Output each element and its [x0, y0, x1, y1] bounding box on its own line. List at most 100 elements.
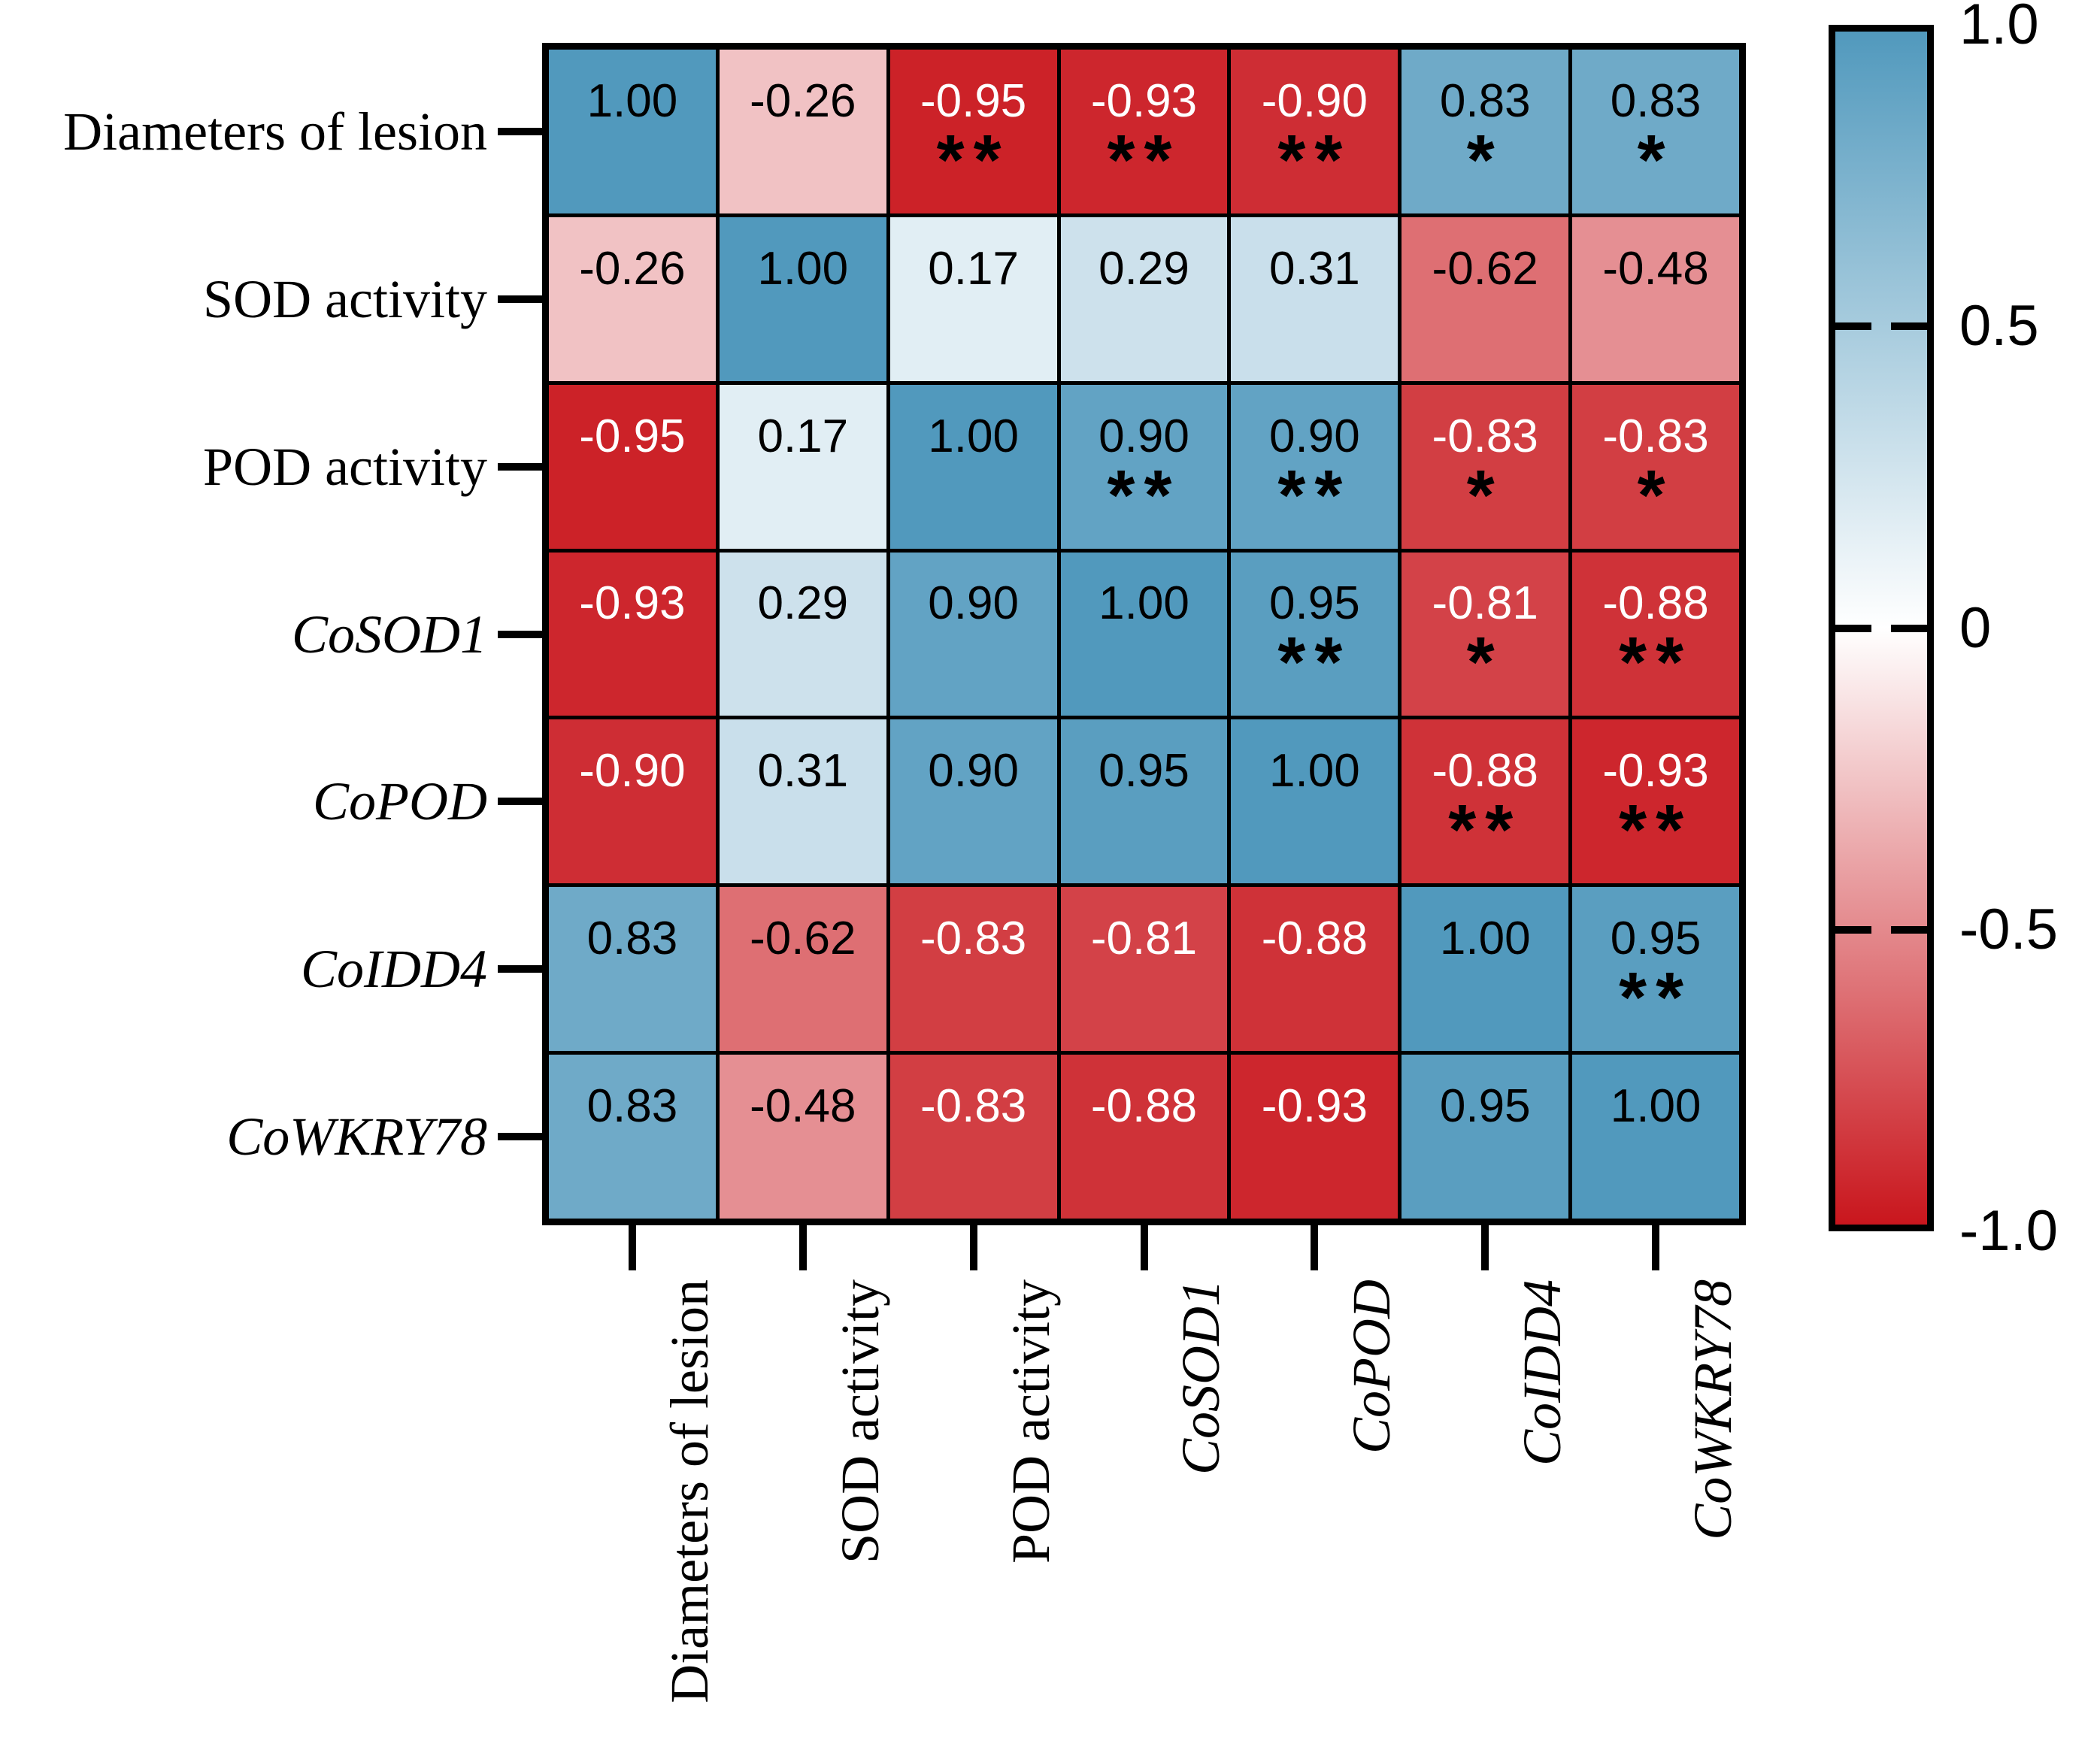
heatmap-cell: 0.90	[889, 552, 1057, 716]
colorbar-tick-mark	[1891, 925, 1927, 934]
correlation-value: 1.00	[1269, 745, 1360, 798]
colorbar-tick-mark	[1891, 322, 1927, 331]
x-axis-tick	[969, 1225, 977, 1270]
correlation-value: 0.83	[586, 1080, 678, 1133]
correlation-value: 0.95	[1098, 745, 1189, 798]
heatmap-cell: 0.90	[889, 719, 1057, 884]
correlation-value: -0.88	[1090, 1080, 1198, 1133]
significance-stars: *	[1466, 455, 1504, 535]
colorbar-tick-label: 0	[1959, 595, 1992, 660]
heatmap-cell: -0.48	[719, 1055, 886, 1219]
correlation-value: -0.26	[750, 74, 856, 127]
correlation-value: 0.31	[1269, 242, 1360, 295]
heatmap-cell: 1.00	[1402, 887, 1569, 1052]
significance-stars: **	[1277, 455, 1352, 535]
correlation-value: 0.90	[1269, 410, 1360, 462]
row-label: CoWKRY78	[226, 1107, 487, 1167]
correlation-value: -0.83	[1602, 410, 1709, 462]
correlation-value: 0.83	[1610, 74, 1702, 127]
correlation-value: -0.48	[1602, 242, 1709, 295]
correlation-value: 0.83	[586, 913, 678, 965]
significance-stars: **	[1277, 120, 1352, 200]
correlation-value: 0.17	[757, 410, 849, 462]
correlation-value: 1.00	[586, 74, 678, 127]
correlation-value: -0.83	[1432, 410, 1538, 462]
heatmap-cell: -0.83	[889, 887, 1057, 1052]
heatmap-cell: -0.83 *	[1572, 384, 1739, 549]
heatmap-cell: 0.17	[889, 216, 1057, 381]
y-axis-tick	[498, 630, 543, 638]
correlation-value: -0.95	[920, 74, 1027, 127]
colorbar-tick-label: 0.5	[1959, 294, 2039, 359]
correlation-value: 0.29	[1098, 242, 1189, 295]
x-axis-tick	[1652, 1225, 1660, 1270]
correlation-value: -0.93	[1261, 1080, 1368, 1133]
y-axis-tick	[498, 127, 543, 135]
heatmap-cell: -0.90 **	[1231, 50, 1398, 213]
heatmap-cell: -0.62	[719, 887, 886, 1052]
y-axis-tick	[498, 1133, 543, 1141]
heatmap-cell: 1.00	[1231, 719, 1398, 884]
correlation-value: 1.00	[1439, 913, 1531, 965]
heatmap-grid: 1.00 -0.26 -0.95 ** -0.93 ** -0.90 ** 0.83 * 0.83 *…	[542, 43, 1746, 1225]
heatmap-cell: 0.90 **	[1060, 384, 1228, 549]
heatmap-cell: 0.29	[1060, 216, 1228, 381]
correlation-value: -0.95	[579, 410, 686, 462]
correlation-value: 0.95	[1610, 913, 1702, 965]
y-axis-tick	[498, 295, 543, 303]
column-label: POD activity	[1000, 1279, 1061, 1564]
correlation-value: -0.93	[1090, 74, 1198, 127]
correlation-value: -0.26	[579, 242, 686, 295]
x-axis-tick	[628, 1225, 636, 1270]
significance-stars: *	[1637, 120, 1674, 200]
significance-stars: **	[1277, 622, 1352, 703]
significance-stars: **	[1619, 790, 1693, 870]
y-axis-tick	[498, 462, 543, 471]
correlation-value: 1.00	[757, 242, 849, 295]
x-axis-tick	[1481, 1225, 1489, 1270]
heatmap-cell: -0.93 **	[1572, 719, 1739, 884]
colorbar-tick-mark	[1835, 322, 1871, 331]
correlation-value: -0.62	[1432, 242, 1538, 295]
significance-stars: *	[1466, 120, 1504, 200]
heatmap-cell: -0.88	[1060, 1055, 1228, 1219]
heatmap-cell: -0.95 **	[889, 50, 1057, 213]
correlation-value: 1.00	[1610, 1080, 1702, 1133]
heatmap-cell: -0.95	[549, 384, 716, 549]
correlation-value: -0.90	[579, 745, 686, 798]
correlation-value: 0.90	[928, 745, 1019, 798]
row-label: POD activity	[203, 436, 487, 497]
column-label: CoSOD1	[1171, 1279, 1232, 1476]
correlation-value: -0.88	[1261, 913, 1368, 965]
correlation-value: 0.83	[1439, 74, 1531, 127]
column-label: Diameters of lesion	[659, 1279, 720, 1703]
heatmap-cell: -0.26	[719, 50, 886, 213]
heatmap-cell: -0.90	[549, 719, 716, 884]
significance-stars: **	[1107, 120, 1181, 200]
x-axis-tick	[1311, 1225, 1319, 1270]
correlation-value: -0.88	[1432, 745, 1538, 798]
colorbar-tick-label: -1.0	[1959, 1199, 2058, 1263]
y-axis-tick	[498, 798, 543, 806]
correlation-value: -0.83	[920, 1080, 1027, 1133]
heatmap-cell: -0.81 *	[1402, 552, 1569, 716]
correlation-value: -0.90	[1261, 74, 1368, 127]
correlation-value: 0.31	[757, 745, 849, 798]
column-label: CoIDD4	[1512, 1279, 1573, 1466]
correlation-value: 1.00	[1098, 577, 1189, 630]
heatmap-cell: -0.81	[1060, 887, 1228, 1052]
column-label: SOD activity	[829, 1279, 890, 1564]
heatmap-cell: 1.00	[719, 216, 886, 381]
heatmap-cell: 1.00	[1060, 552, 1228, 716]
x-axis-tick	[798, 1225, 807, 1270]
heatmap-cell: 0.29	[719, 552, 886, 716]
significance-stars: *	[1637, 455, 1674, 535]
x-axis-tick	[1140, 1225, 1148, 1270]
colorbar-tick-label: -0.5	[1959, 897, 2058, 961]
column-label: CoPOD	[1341, 1279, 1402, 1454]
heatmap-cell: -0.88 **	[1402, 719, 1569, 884]
colorbar-tick-mark	[1835, 925, 1871, 934]
correlation-value: 0.90	[1098, 410, 1189, 462]
colorbar-tick-mark	[1835, 624, 1871, 632]
correlation-value: 0.95	[1439, 1080, 1531, 1133]
